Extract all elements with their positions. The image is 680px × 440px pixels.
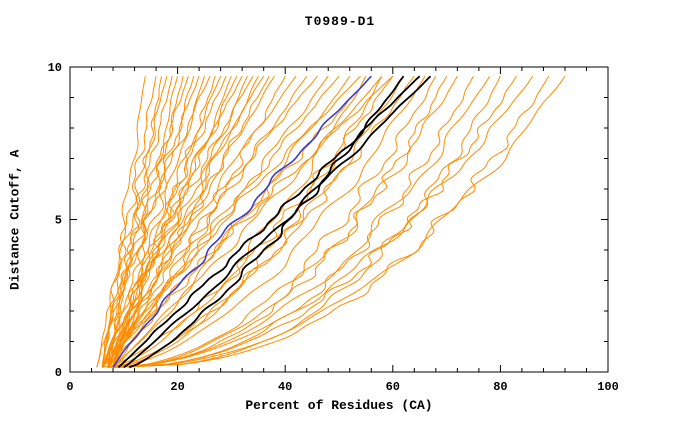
predictions-curve [101, 75, 361, 368]
series-group-best-models [117, 75, 432, 369]
predictions-curve [118, 75, 458, 368]
predictions-curve [112, 75, 227, 368]
predictions-curve [101, 76, 157, 368]
predictions-curve [112, 75, 437, 368]
predictions-curve [112, 75, 351, 368]
x-tick-label: 40 [278, 380, 292, 394]
predictions-curve [107, 75, 426, 368]
predictions-curve [118, 75, 501, 368]
predictions-curve [107, 76, 173, 368]
series-group-reference-model [112, 75, 372, 368]
y-tick-label: 10 [48, 61, 62, 75]
axes-frame: 0 20 40 60 80 100 0 5 10 [48, 61, 619, 394]
predictions-curve [107, 75, 367, 368]
predictions-curve [107, 75, 340, 368]
series-curves [96, 75, 566, 369]
predictions-curve [101, 75, 297, 368]
x-axis-label: Percent of Residues (CA) [245, 398, 433, 413]
predictions-curve [112, 75, 566, 368]
predictions-curve [107, 76, 216, 368]
predictions-curve [118, 75, 550, 368]
predictions-curve [112, 76, 205, 368]
predictions-curve [102, 75, 394, 368]
predictions-curve [112, 75, 383, 368]
x-tick-label: 20 [170, 380, 184, 394]
predictions-curve [101, 75, 394, 368]
predictions-curve [107, 76, 162, 368]
predictions-curve [107, 75, 534, 368]
x-tick-label: 60 [386, 380, 400, 394]
predictions-curve [107, 75, 265, 368]
predictions-curve [112, 75, 318, 368]
predictions-curve [101, 75, 222, 368]
predictions-curve [112, 75, 259, 368]
predictions-curve [112, 75, 474, 368]
predictions-curve [101, 75, 270, 368]
predictions-curve [101, 76, 189, 368]
predictions-curve [96, 76, 168, 368]
predictions-curve [101, 75, 211, 368]
x-tick-label: 80 [493, 380, 507, 394]
x-tick-label: 100 [597, 380, 619, 394]
series-group-predictions [96, 75, 566, 368]
predictions-curve [107, 75, 405, 368]
y-tick-label: 0 [55, 366, 62, 380]
predictions-curve [96, 76, 200, 368]
predictions-curve [112, 75, 415, 368]
chart-title: T0989-D1 [304, 14, 376, 29]
x-tick-label: 0 [66, 380, 73, 394]
predictions-curve [107, 75, 275, 368]
best-models-curve [117, 75, 421, 369]
predictions-curve [107, 75, 248, 368]
predictions-curve [112, 75, 383, 368]
predictions-curve [107, 76, 195, 368]
best-models-curve [128, 75, 405, 369]
reference-model-curve [112, 75, 372, 368]
predictions-curve [101, 75, 238, 368]
predictions-curve [107, 75, 491, 368]
y-tick-label: 5 [55, 214, 62, 228]
predictions-curve [101, 76, 146, 368]
predictions-curve [101, 75, 254, 368]
